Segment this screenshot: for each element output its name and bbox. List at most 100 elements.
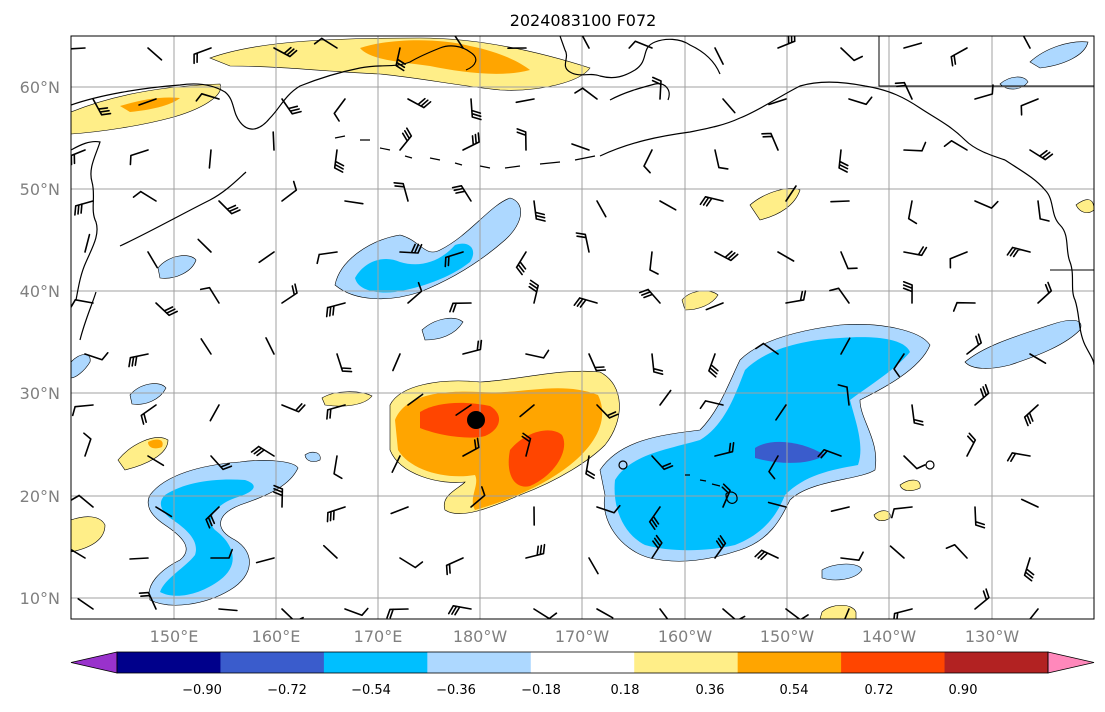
wind-barb-icon <box>596 608 614 619</box>
wind-barb-icon <box>333 455 343 480</box>
positive-anomaly-region <box>508 430 565 487</box>
wind-barb-icon <box>893 353 905 378</box>
wind-barb-icon <box>71 47 86 50</box>
wind-barb-icon <box>974 200 999 209</box>
wind-barb-icon <box>777 36 796 49</box>
wind-barb-icon <box>208 149 212 169</box>
wind-barb-icon <box>336 353 353 373</box>
colorbar-tick-label: 0.72 <box>865 683 894 698</box>
wind-barb-icon <box>902 281 913 304</box>
negative-anomaly-region <box>1029 41 1089 69</box>
wind-barb-icon <box>651 534 663 559</box>
lat-label: 10°N <box>20 589 60 608</box>
wind-barb-icon <box>128 353 149 368</box>
contour-fill-layer <box>71 37 1094 619</box>
wind-barb-icon <box>1037 281 1053 304</box>
coastlines <box>71 36 1094 504</box>
wind-barb-icon <box>761 132 779 151</box>
wind-barb-icon <box>1029 353 1047 364</box>
wind-barb-icon <box>1037 200 1050 222</box>
wind-barb-icon <box>829 287 850 304</box>
wind-barb-icon <box>386 608 409 619</box>
wind-barb-icon <box>344 607 369 617</box>
wind-barb-icon <box>837 384 850 406</box>
wind-barb-icon <box>77 598 94 610</box>
wind-barb-icon <box>768 98 787 106</box>
wind-barb-icon <box>155 506 173 518</box>
negative-anomaly-region <box>304 451 321 462</box>
wind-barb-icon <box>333 149 345 173</box>
wind-barb-icon <box>588 557 599 575</box>
colorbar-segment <box>427 652 532 673</box>
lon-label: 160°E <box>252 627 301 646</box>
wind-barb-icon <box>651 455 674 471</box>
wind-barb-icon <box>840 47 863 62</box>
wind-barb-icon <box>903 246 928 257</box>
wind-barb-icon <box>147 47 163 61</box>
colorbar-segment <box>737 652 842 673</box>
wind-barbs-layer <box>71 36 1054 619</box>
wind-barb-icon <box>399 243 423 254</box>
wind-barb-icon <box>272 131 275 151</box>
wind-barb-icon <box>903 455 926 470</box>
wind-barb-icon <box>785 290 807 304</box>
wind-barb-icon <box>281 98 302 115</box>
positive-anomaly-region <box>873 510 891 521</box>
wind-barb-icon <box>1006 452 1031 462</box>
wind-barb-icon <box>596 200 607 218</box>
wind-barb-icon <box>250 445 275 457</box>
wind-barb-icon <box>393 182 409 202</box>
wind-barb-icon <box>889 545 905 559</box>
wind-barb-icon <box>323 544 338 559</box>
storm-center-icon <box>467 411 485 429</box>
wind-barb-icon <box>390 506 409 515</box>
lat-label: 40°N <box>20 282 60 301</box>
wind-barb-icon <box>447 605 472 616</box>
wind-barb-icon <box>785 185 797 202</box>
wind-barb-icon <box>147 251 158 269</box>
wind-barb-icon <box>209 404 220 422</box>
wind-barb-icon <box>199 286 220 304</box>
wind-barb-icon <box>528 279 539 304</box>
latitude-labels: 60°N 50°N 40°N 30°N 20°N 10°N <box>20 78 60 608</box>
colorbar-tick-label: 0.90 <box>949 683 978 698</box>
positive-anomaly-region <box>148 439 163 449</box>
wind-barb-icon <box>205 506 220 529</box>
wind-barb-icon <box>155 302 178 317</box>
wind-barb-icon <box>525 349 550 359</box>
wind-barb-icon <box>399 557 424 569</box>
wind-barb-icon <box>74 200 94 216</box>
colorbar-tick-label: 0.18 <box>611 683 640 698</box>
positive-anomaly-region <box>120 97 180 112</box>
wind-barb-icon <box>138 591 157 610</box>
wind-barb-icon <box>140 404 157 425</box>
wind-barb-icon <box>596 504 621 514</box>
negative-anomaly-region <box>821 563 863 581</box>
wind-barb-icon <box>699 196 724 207</box>
wind-barb-icon <box>265 337 275 355</box>
negative-anomaly-region <box>421 317 464 341</box>
wind-barb-icon <box>258 251 275 264</box>
negative-anomaly-region <box>614 337 910 551</box>
wind-barb-icon <box>84 233 91 253</box>
wind-barb-icon <box>651 76 662 100</box>
lat-label: 20°N <box>20 487 60 506</box>
wind-barb-icon <box>533 200 546 222</box>
wind-barb-icon <box>777 251 795 262</box>
wind-barb-icon <box>132 190 157 202</box>
wind-barb-icon <box>1029 149 1054 161</box>
wind-barb-icon <box>767 501 787 508</box>
wind-barb-icon <box>966 333 982 355</box>
wind-barb-icon <box>71 404 94 417</box>
wind-barb-icon <box>573 297 598 308</box>
wind-barb-icon <box>840 251 858 270</box>
wind-barb-icon <box>974 506 986 529</box>
colorbar <box>70 651 1095 674</box>
positive-anomaly-region <box>360 40 530 74</box>
wind-barb-icon <box>444 251 464 268</box>
colorbar-segment <box>323 652 428 673</box>
wind-barb-icon <box>195 93 220 102</box>
wind-barb-icon <box>344 200 364 205</box>
wind-barb-icon <box>588 353 607 372</box>
